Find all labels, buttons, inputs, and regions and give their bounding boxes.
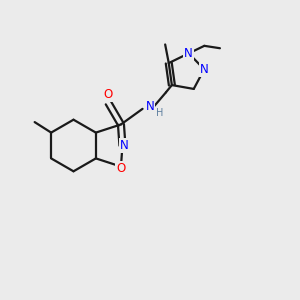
Text: N: N (184, 47, 193, 60)
Text: N: N (120, 139, 128, 152)
Text: N: N (146, 100, 154, 113)
Text: O: O (103, 88, 112, 101)
Text: H: H (156, 108, 164, 118)
Text: N: N (200, 63, 208, 76)
Text: O: O (116, 162, 126, 175)
